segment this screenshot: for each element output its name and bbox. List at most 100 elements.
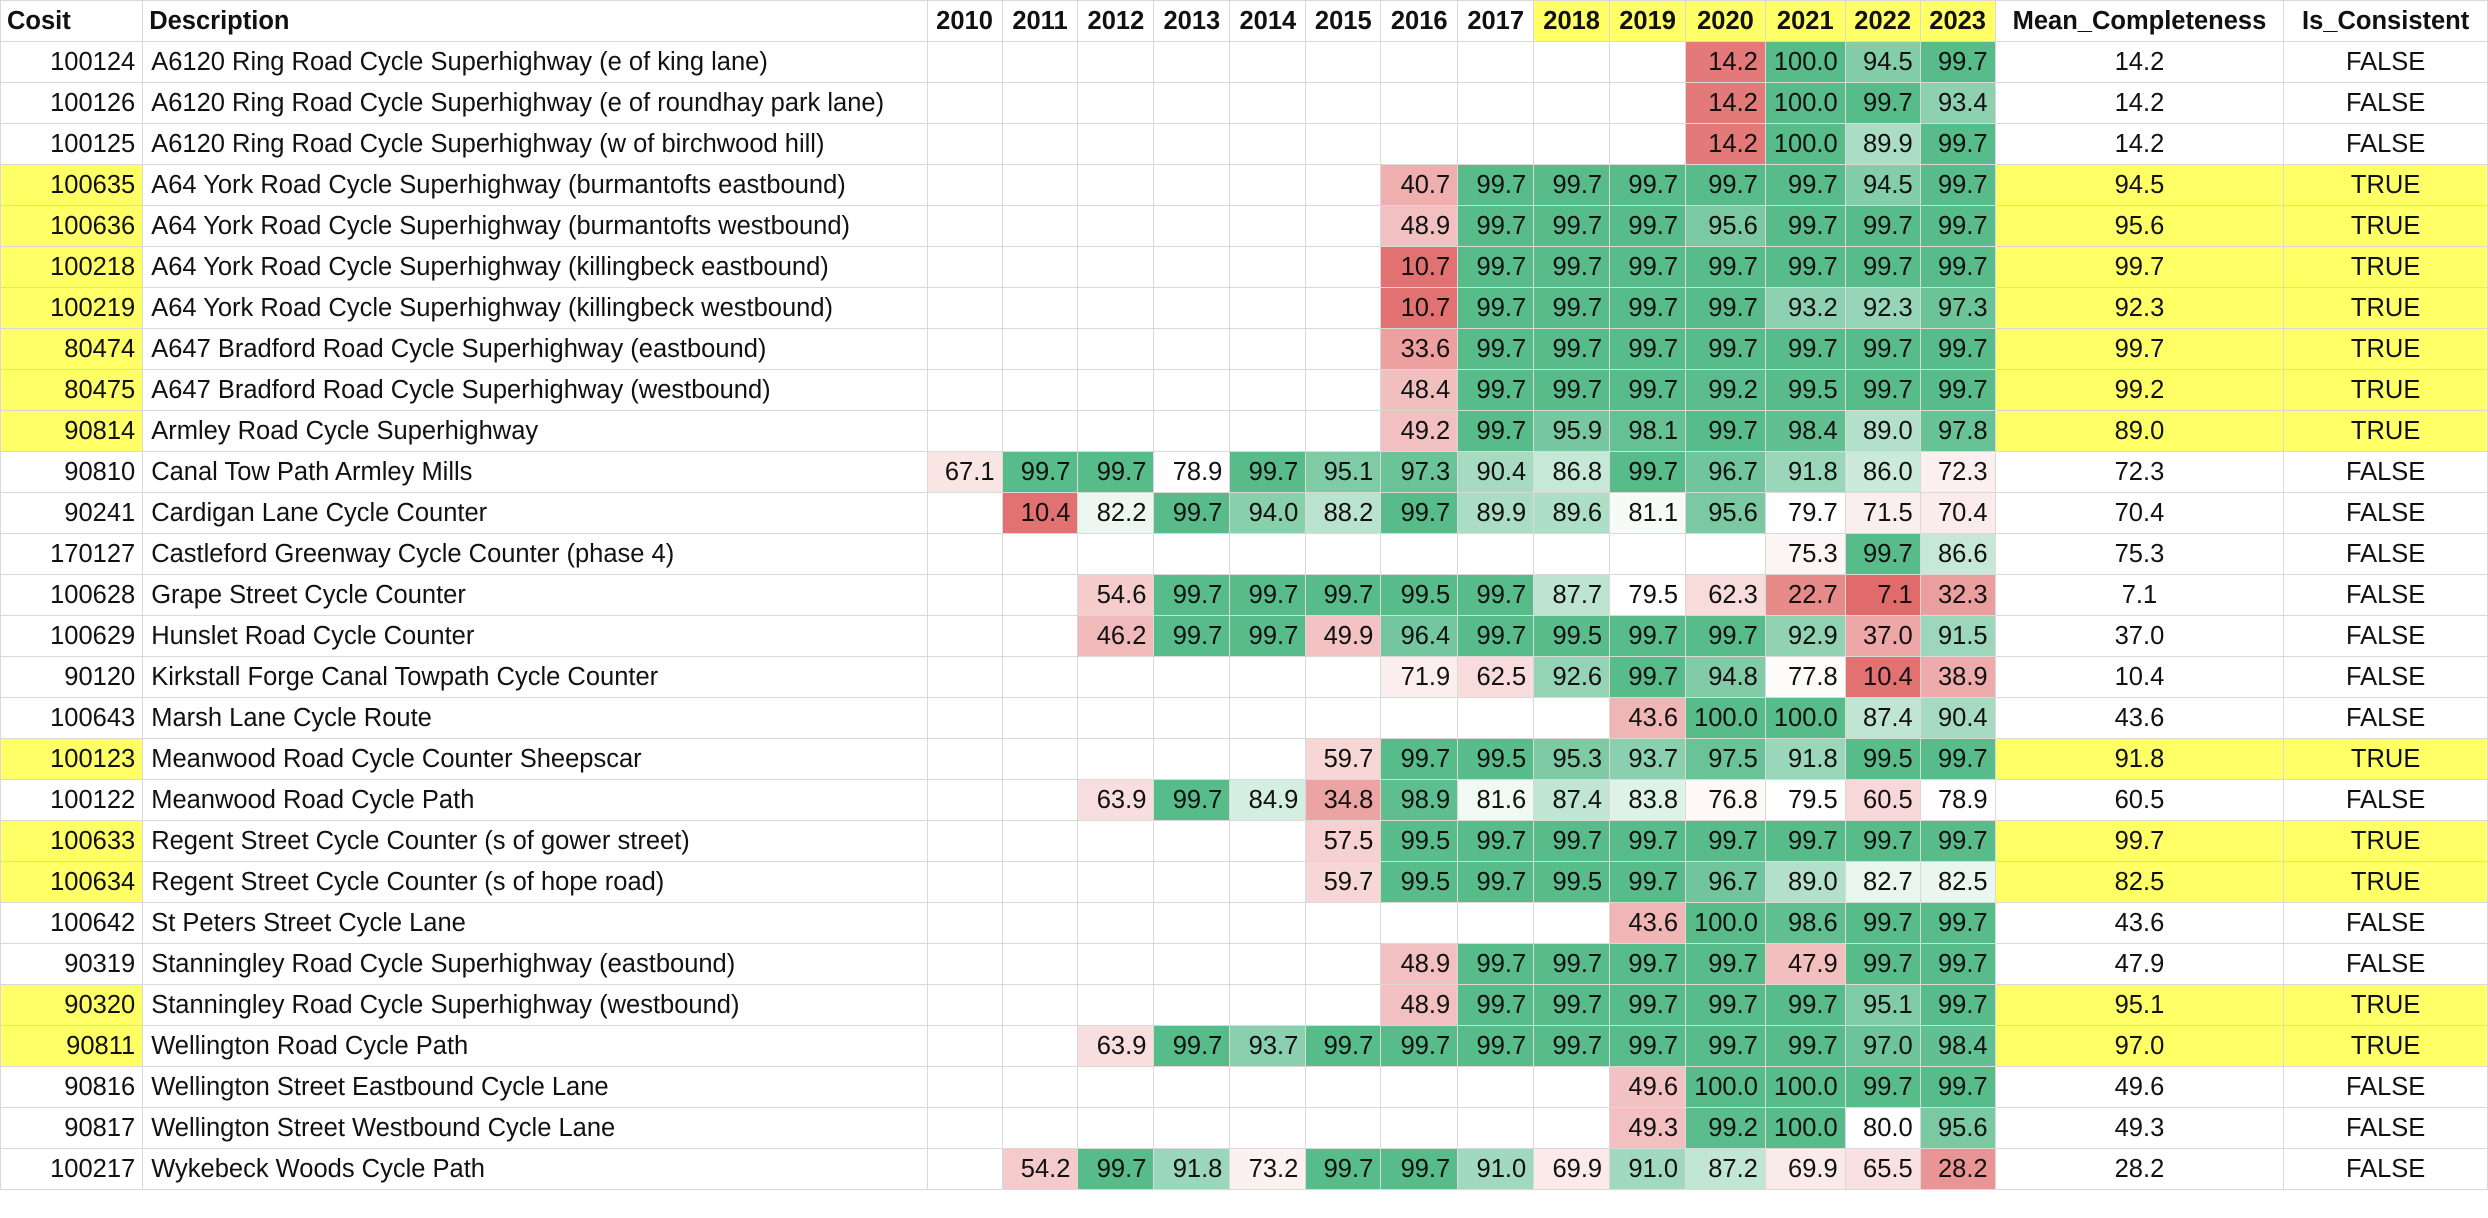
- year-value-cell[interactable]: 96.7: [1685, 861, 1766, 903]
- year-value-cell[interactable]: 100.0: [1764, 1107, 1846, 1149]
- year-value-cell[interactable]: 86.8: [1533, 451, 1611, 493]
- year-value-cell[interactable]: 99.5: [1844, 738, 1921, 780]
- is-consistent-cell[interactable]: TRUE: [2283, 984, 2488, 1026]
- description-cell[interactable]: A64 York Road Cycle Superhighway (burman…: [142, 205, 928, 247]
- column-header-is_consistent[interactable]: Is_Consistent: [2283, 0, 2488, 42]
- year-value-cell[interactable]: 96.7: [1685, 451, 1766, 493]
- cosit-cell[interactable]: 80475: [0, 369, 144, 411]
- year-value-cell[interactable]: [1533, 697, 1611, 739]
- cosit-cell[interactable]: 90817: [0, 1107, 144, 1149]
- year-value-cell[interactable]: [1153, 861, 1231, 903]
- year-value-cell[interactable]: 59.7: [1305, 738, 1382, 780]
- description-cell[interactable]: Stanningley Road Cycle Superhighway (eas…: [142, 943, 928, 985]
- description-cell[interactable]: Wellington Street Westbound Cycle Lane: [142, 1107, 928, 1149]
- column-header-2010[interactable]: 2010: [926, 0, 1003, 42]
- year-value-cell[interactable]: [1457, 1066, 1535, 1108]
- year-value-cell[interactable]: [1305, 902, 1382, 944]
- year-value-cell[interactable]: 99.7: [1609, 205, 1687, 247]
- cosit-cell[interactable]: 90811: [0, 1025, 144, 1067]
- year-value-cell[interactable]: [1001, 902, 1079, 944]
- year-value-cell[interactable]: 99.7: [1533, 164, 1611, 206]
- year-value-cell[interactable]: 100.0: [1685, 902, 1766, 944]
- year-value-cell[interactable]: [1153, 123, 1231, 165]
- cosit-cell[interactable]: 100642: [0, 902, 144, 944]
- is-consistent-cell[interactable]: FALSE: [2283, 902, 2488, 944]
- cosit-cell[interactable]: 100219: [0, 287, 144, 329]
- year-value-cell[interactable]: 99.7: [1609, 246, 1687, 288]
- year-value-cell[interactable]: [926, 123, 1003, 165]
- is-consistent-cell[interactable]: TRUE: [2283, 328, 2488, 370]
- mean-completeness-cell[interactable]: 94.5: [1994, 164, 2285, 206]
- year-value-cell[interactable]: 33.6: [1380, 328, 1459, 370]
- year-value-cell[interactable]: [1153, 1066, 1231, 1108]
- year-value-cell[interactable]: 84.9: [1229, 779, 1307, 821]
- year-value-cell[interactable]: 100.0: [1764, 82, 1846, 124]
- year-value-cell[interactable]: [1229, 410, 1307, 452]
- year-value-cell[interactable]: 99.7: [1919, 41, 1996, 83]
- year-value-cell[interactable]: 95.3: [1533, 738, 1611, 780]
- year-value-cell[interactable]: [1077, 205, 1155, 247]
- year-value-cell[interactable]: 90.4: [1919, 697, 1996, 739]
- year-value-cell[interactable]: 59.7: [1305, 861, 1382, 903]
- year-value-cell[interactable]: [1077, 123, 1155, 165]
- mean-completeness-cell[interactable]: 99.7: [1994, 328, 2285, 370]
- year-value-cell[interactable]: 94.5: [1844, 41, 1921, 83]
- year-value-cell[interactable]: 95.6: [1685, 205, 1766, 247]
- description-cell[interactable]: A6120 Ring Road Cycle Superhighway (w of…: [142, 123, 928, 165]
- year-value-cell[interactable]: 99.7: [1153, 574, 1231, 616]
- mean-completeness-cell[interactable]: 70.4: [1994, 492, 2285, 534]
- year-value-cell[interactable]: 95.6: [1685, 492, 1766, 534]
- year-value-cell[interactable]: 99.7: [1919, 246, 1996, 288]
- year-value-cell[interactable]: [1305, 82, 1382, 124]
- cosit-cell[interactable]: 100123: [0, 738, 144, 780]
- year-value-cell[interactable]: 99.2: [1685, 369, 1766, 411]
- year-value-cell[interactable]: [1305, 410, 1382, 452]
- year-value-cell[interactable]: [1685, 533, 1766, 575]
- year-value-cell[interactable]: [1077, 533, 1155, 575]
- year-value-cell[interactable]: [1229, 943, 1307, 985]
- year-value-cell[interactable]: [1305, 123, 1382, 165]
- year-value-cell[interactable]: [1077, 246, 1155, 288]
- year-value-cell[interactable]: [926, 656, 1003, 698]
- column-header-2012[interactable]: 2012: [1077, 0, 1155, 42]
- year-value-cell[interactable]: 90.4: [1457, 451, 1535, 493]
- year-value-cell[interactable]: 48.9: [1380, 984, 1459, 1026]
- year-value-cell[interactable]: 99.5: [1380, 861, 1459, 903]
- description-cell[interactable]: Cardigan Lane Cycle Counter: [142, 492, 928, 534]
- year-value-cell[interactable]: 43.6: [1609, 902, 1687, 944]
- year-value-cell[interactable]: 63.9: [1077, 1025, 1155, 1067]
- year-value-cell[interactable]: 99.7: [1609, 656, 1687, 698]
- year-value-cell[interactable]: 99.5: [1380, 574, 1459, 616]
- year-value-cell[interactable]: 49.3: [1609, 1107, 1687, 1149]
- year-value-cell[interactable]: [1533, 1066, 1611, 1108]
- is-consistent-cell[interactable]: FALSE: [2283, 82, 2488, 124]
- year-value-cell[interactable]: 99.7: [1533, 246, 1611, 288]
- year-value-cell[interactable]: [1077, 369, 1155, 411]
- year-value-cell[interactable]: 98.6: [1764, 902, 1846, 944]
- year-value-cell[interactable]: [1153, 697, 1231, 739]
- year-value-cell[interactable]: 99.7: [1685, 164, 1766, 206]
- mean-completeness-cell[interactable]: 47.9: [1994, 943, 2285, 985]
- year-value-cell[interactable]: [1077, 164, 1155, 206]
- year-value-cell[interactable]: 48.9: [1380, 205, 1459, 247]
- is-consistent-cell[interactable]: FALSE: [2283, 656, 2488, 698]
- year-value-cell[interactable]: [1001, 205, 1079, 247]
- year-value-cell[interactable]: [1380, 697, 1459, 739]
- year-value-cell[interactable]: 69.9: [1533, 1148, 1611, 1190]
- year-value-cell[interactable]: 76.8: [1685, 779, 1766, 821]
- year-value-cell[interactable]: [1077, 41, 1155, 83]
- year-value-cell[interactable]: 71.5: [1844, 492, 1921, 534]
- column-header-2018[interactable]: 2018: [1533, 0, 1611, 42]
- year-value-cell[interactable]: 99.7: [1609, 861, 1687, 903]
- is-consistent-cell[interactable]: FALSE: [2283, 492, 2488, 534]
- year-value-cell[interactable]: [1305, 697, 1382, 739]
- year-value-cell[interactable]: [1001, 328, 1079, 370]
- year-value-cell[interactable]: 99.7: [1001, 451, 1079, 493]
- year-value-cell[interactable]: 99.7: [1919, 328, 1996, 370]
- year-value-cell[interactable]: 99.7: [1919, 820, 1996, 862]
- year-value-cell[interactable]: [1153, 41, 1231, 83]
- year-value-cell[interactable]: 92.3: [1844, 287, 1921, 329]
- year-value-cell[interactable]: [926, 779, 1003, 821]
- column-header-2022[interactable]: 2022: [1844, 0, 1921, 42]
- description-cell[interactable]: Canal Tow Path Armley Mills: [142, 451, 928, 493]
